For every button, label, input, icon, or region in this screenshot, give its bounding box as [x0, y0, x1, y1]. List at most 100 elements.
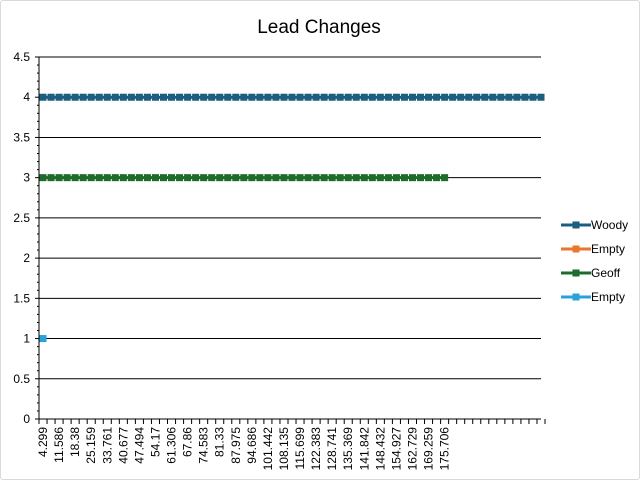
- data-point: [256, 93, 264, 101]
- legend-swatch-marker: [572, 245, 580, 253]
- data-point: [208, 93, 216, 101]
- data-point: [232, 174, 240, 182]
- data-point: [425, 174, 433, 182]
- data-point: [497, 93, 505, 101]
- data-point: [232, 93, 240, 101]
- data-point: [368, 93, 376, 101]
- data-point: [344, 174, 352, 182]
- legend-swatch-marker: [572, 221, 580, 229]
- data-point: [449, 93, 457, 101]
- data-point: [360, 174, 368, 182]
- data-point: [360, 93, 368, 101]
- x-tick-label: 40.677: [116, 427, 130, 464]
- data-point: [408, 93, 416, 101]
- legend-label: Woody: [591, 218, 628, 232]
- data-point: [256, 174, 264, 182]
- y-tick-label: 4: [23, 90, 30, 104]
- gridlines: [39, 56, 541, 380]
- data-point: [376, 93, 384, 101]
- y-tick-label: 4.5: [13, 50, 30, 64]
- data-point: [296, 174, 304, 182]
- plot-series: [39, 93, 545, 343]
- x-tick-label: 33.761: [100, 427, 114, 464]
- series-empty: [39, 335, 47, 343]
- x-tick-label: 25.159: [84, 427, 98, 464]
- y-tick-label: 0: [23, 412, 30, 426]
- x-tick-label: 115.699: [293, 427, 307, 470]
- data-point: [208, 174, 216, 182]
- y-tick-label: 1.5: [13, 291, 30, 305]
- data-point: [264, 174, 272, 182]
- data-point: [392, 174, 400, 182]
- data-point: [176, 174, 184, 182]
- data-point: [248, 174, 256, 182]
- data-point: [264, 93, 272, 101]
- data-point: [336, 93, 344, 101]
- data-point: [473, 93, 481, 101]
- data-point: [119, 174, 127, 182]
- y-tick-label: 1: [23, 332, 30, 346]
- data-point: [336, 174, 344, 182]
- data-point: [63, 174, 71, 182]
- data-point: [47, 174, 55, 182]
- data-point: [111, 174, 119, 182]
- x-tick-label: 154.927: [389, 427, 403, 471]
- data-point: [288, 93, 296, 101]
- data-point: [184, 93, 192, 101]
- series-geoff: [39, 174, 449, 182]
- data-point: [272, 174, 280, 182]
- data-point: [216, 93, 224, 101]
- y-tick-label: 0.5: [13, 372, 30, 386]
- x-tick-label: 128.741: [325, 427, 339, 471]
- data-point: [457, 93, 465, 101]
- data-point: [352, 93, 360, 101]
- data-point: [87, 93, 95, 101]
- data-point: [521, 93, 529, 101]
- data-point: [55, 174, 63, 182]
- data-point: [248, 93, 256, 101]
- data-point: [176, 93, 184, 101]
- data-point: [143, 93, 151, 101]
- data-point: [111, 93, 119, 101]
- data-point: [39, 174, 47, 182]
- data-point: [417, 93, 425, 101]
- legend-swatch-marker: [572, 293, 580, 301]
- y-tick-labels: 0 0.5 1 1.5 2 2.5 3 3.5 4 4.5: [13, 50, 30, 426]
- y-tick-label: 2.5: [13, 211, 30, 225]
- data-point: [127, 174, 135, 182]
- chart-title: Lead Changes: [257, 17, 381, 38]
- data-point: [441, 93, 449, 101]
- data-point: [151, 93, 159, 101]
- data-point: [352, 174, 360, 182]
- x-tick-label: 141.842: [357, 427, 371, 471]
- x-tick-label: 81.33: [213, 427, 227, 457]
- data-point: [312, 174, 320, 182]
- x-tick-label: 94.686: [245, 427, 259, 464]
- data-point: [103, 93, 111, 101]
- data-point: [425, 93, 433, 101]
- y-tick-label: 3: [23, 171, 30, 185]
- y-tick-label: 3.5: [13, 130, 30, 144]
- x-tick-label: 108.135: [277, 427, 291, 471]
- data-point: [79, 93, 87, 101]
- data-point: [79, 174, 87, 182]
- data-point: [312, 93, 320, 101]
- data-point: [400, 93, 408, 101]
- data-point: [192, 93, 200, 101]
- x-tick-label: 162.729: [405, 427, 419, 471]
- x-tick-label: 101.442: [261, 427, 275, 471]
- data-point: [192, 174, 200, 182]
- legend-label: Geoff: [591, 266, 621, 280]
- data-point: [408, 174, 416, 182]
- data-point: [200, 93, 208, 101]
- data-point: [55, 93, 63, 101]
- x-tick-label: 18.38: [68, 427, 82, 457]
- legend-label: Empty: [591, 290, 625, 304]
- x-tick-label: 11.586: [52, 427, 66, 463]
- data-point: [296, 93, 304, 101]
- data-point: [87, 174, 95, 182]
- data-point: [63, 93, 71, 101]
- data-point: [384, 93, 392, 101]
- data-point: [159, 93, 167, 101]
- data-point: [400, 174, 408, 182]
